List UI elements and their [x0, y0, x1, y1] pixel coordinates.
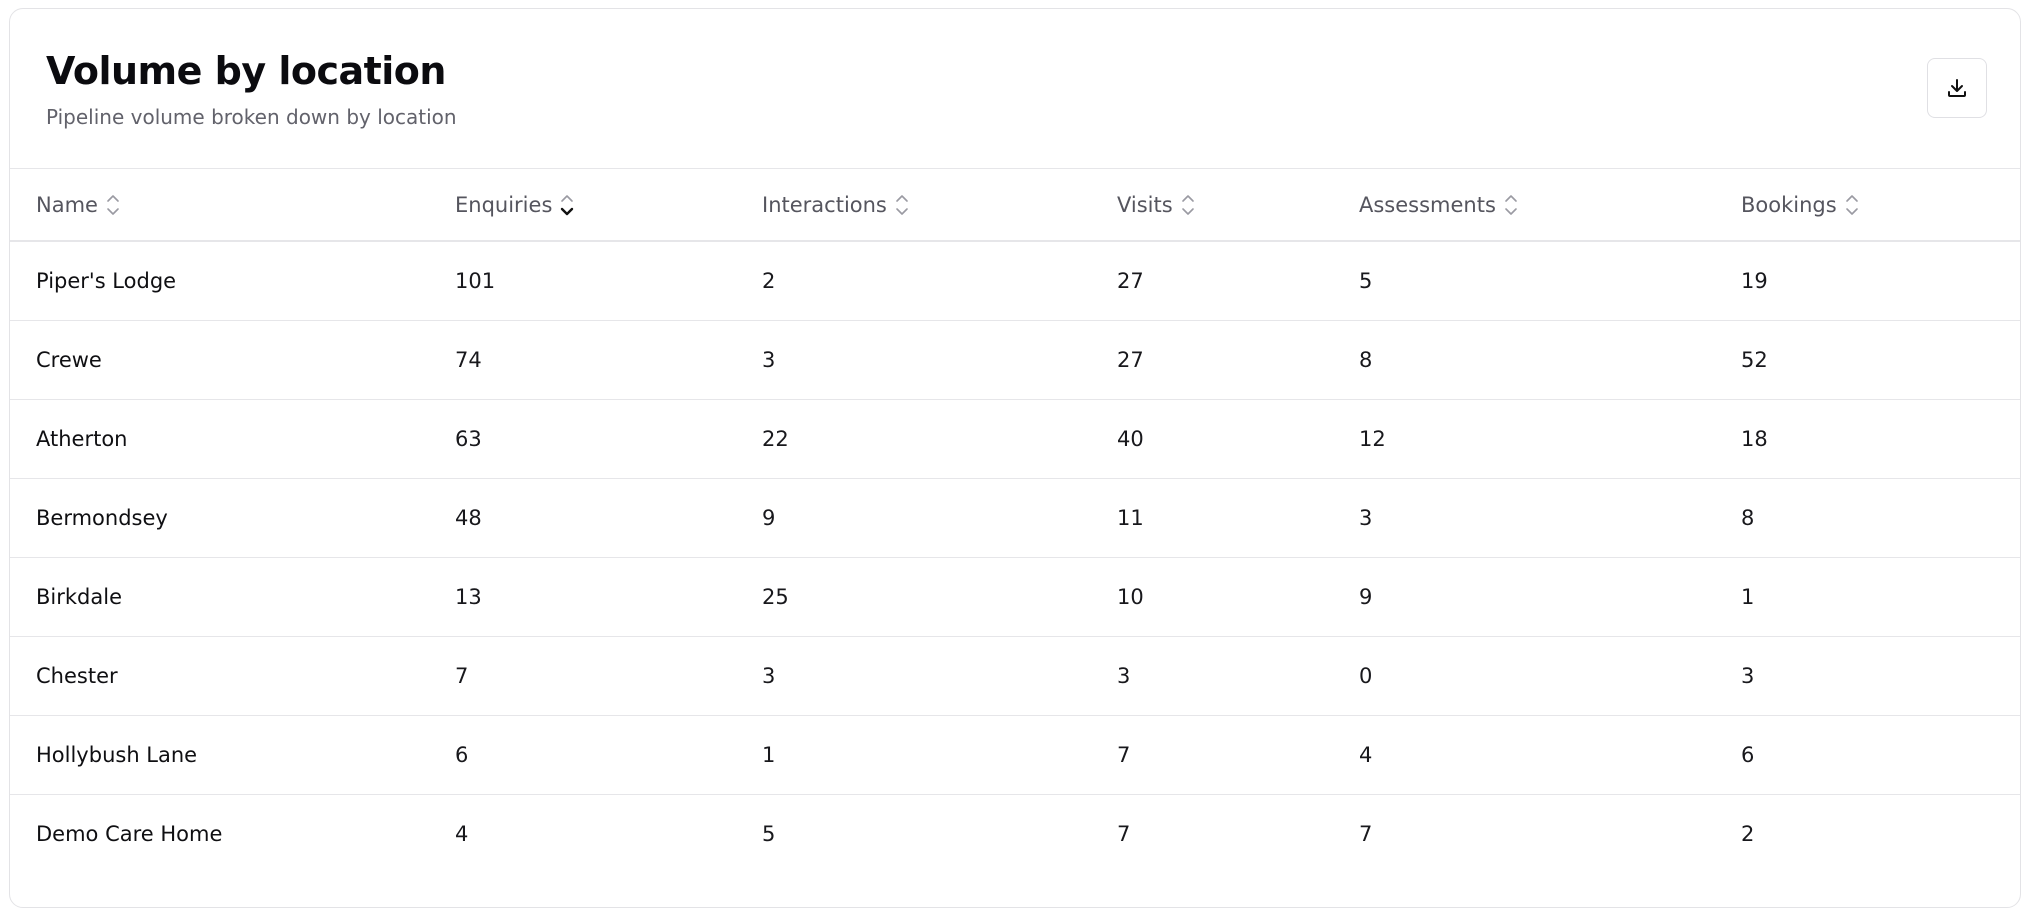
column-header[interactable]: Enquiries: [455, 169, 574, 240]
cell-value: 101: [455, 269, 496, 293]
location-name: Bermondsey: [36, 506, 168, 530]
location-name: Piper's Lodge: [36, 269, 177, 293]
cell-value: 3: [762, 348, 776, 372]
cell-value: 0: [1359, 664, 1373, 688]
cell-value: 3: [1117, 664, 1131, 688]
cell-value: 40: [1117, 427, 1144, 451]
cell-value: 27: [1117, 269, 1144, 293]
column-header[interactable]: Assessments: [1359, 169, 1518, 240]
cell-value: 2: [1741, 822, 1755, 846]
sort-icon: [896, 194, 908, 215]
table-row: Atherton 63 22 40 12 18: [10, 399, 2020, 478]
header-row: Name Enquiries Interactions Visits Assessmen…: [10, 168, 2020, 241]
cell-value: 27: [1117, 348, 1144, 372]
cell-value: 8: [1741, 506, 1755, 530]
cell-value: 5: [1359, 269, 1373, 293]
cell-value: 25: [762, 585, 789, 609]
location-name: Birkdale: [36, 585, 122, 609]
cell-value: 4: [455, 822, 469, 846]
column-header[interactable]: Bookings: [1741, 169, 1859, 240]
column-label: Assessments: [1359, 192, 1496, 217]
sort-icon: [1181, 194, 1194, 215]
sort-icon: [1505, 194, 1517, 215]
cell-value: 9: [762, 506, 776, 530]
column-header[interactable]: Name: [36, 169, 120, 240]
column-header[interactable]: Interactions: [762, 169, 909, 240]
location-name: Chester: [36, 664, 118, 688]
column-label: Enquiries: [455, 192, 553, 217]
column-header[interactable]: Visits: [1117, 169, 1195, 240]
cell-value: 9: [1359, 585, 1373, 609]
column-label: Bookings: [1741, 192, 1837, 217]
table-row: Hollybush Lane 6 1 7 4 6: [10, 715, 2020, 794]
table-row: Piper's Lodge 101 2 27 5 19: [10, 241, 2020, 320]
table-row: Demo Care Home 4 5 7 7 2: [10, 794, 2020, 873]
cell-value: 3: [762, 664, 776, 688]
cell-value: 11: [1117, 506, 1144, 530]
cell-value: 7: [1359, 822, 1373, 846]
column-label: Interactions: [762, 192, 887, 217]
cell-value: 4: [1359, 743, 1373, 767]
cell-value: 1: [762, 743, 776, 767]
column-label: Name: [36, 192, 98, 217]
cell-value: 22: [762, 427, 789, 451]
cell-value: 3: [1741, 664, 1755, 688]
cell-value: 3: [1359, 506, 1373, 530]
cell-value: 48: [455, 506, 482, 530]
cell-value: 8: [1359, 348, 1373, 372]
cell-value: 1: [1741, 585, 1755, 609]
table-row: Crewe 74 3 27 8 52: [10, 320, 2020, 399]
sort-icon: [1845, 194, 1858, 215]
page: Volume by location Pipeline volume broke…: [9, 8, 2021, 908]
card: Volume by location Pipeline volume broke…: [9, 8, 2021, 908]
download-button[interactable]: [1927, 58, 1987, 118]
table-row: Chester 7 3 3 0 3: [10, 636, 2020, 715]
cell-value: 6: [1741, 743, 1755, 767]
table-row: Birkdale 13 25 10 9 1: [10, 557, 2020, 636]
location-name: Demo Care Home: [36, 822, 223, 846]
location-name: Crewe: [36, 348, 102, 372]
cell-value: 10: [1117, 585, 1144, 609]
title: Volume by location: [46, 49, 446, 93]
column-label: Visits: [1117, 192, 1173, 217]
download-icon: [1948, 79, 1966, 97]
cell-value: 74: [455, 348, 482, 372]
cell-value: 63: [455, 427, 482, 451]
sort-icon: [561, 194, 574, 215]
cell-value: 52: [1741, 348, 1768, 372]
cell-value: 12: [1359, 427, 1386, 451]
cell-value: 7: [1117, 822, 1131, 846]
subtitle: Pipeline volume broken down by location: [46, 105, 457, 129]
cell-value: 18: [1741, 427, 1768, 451]
cell-value: 6: [455, 743, 469, 767]
cell-value: 2: [762, 269, 776, 293]
sort-icon: [107, 194, 119, 215]
cell-value: 7: [1117, 743, 1131, 767]
cell-value: 5: [762, 822, 776, 846]
cell-value: 19: [1741, 269, 1768, 293]
table-row: Bermondsey 48 9 11 3 8: [10, 478, 2020, 557]
cell-value: 13: [455, 585, 482, 609]
location-name: Atherton: [36, 427, 128, 451]
cell-value: 7: [455, 664, 469, 688]
location-name: Hollybush Lane: [36, 743, 198, 767]
